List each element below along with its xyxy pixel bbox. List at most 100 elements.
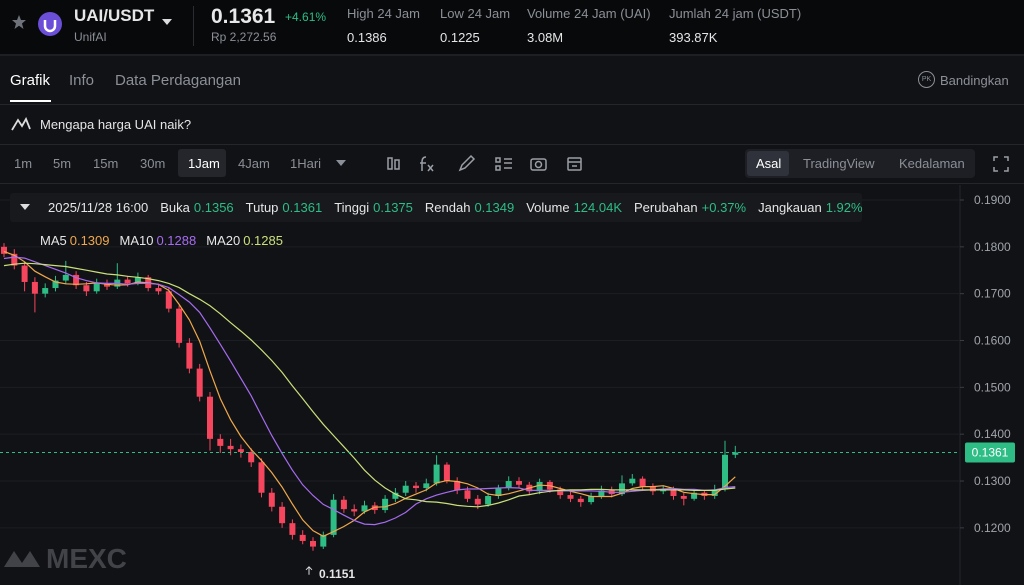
info-label: Rendah: [424, 200, 471, 215]
banner[interactable]: Mengapa harga UAI naik?: [0, 104, 1024, 145]
candle-body: [21, 265, 28, 282]
legend-value: 0.1288: [156, 233, 197, 248]
candle-body: [155, 288, 162, 292]
info-value: 1.92%: [825, 200, 863, 215]
candle-body: [258, 462, 265, 493]
coin-logo: [38, 12, 62, 36]
candle-body: [413, 485, 419, 489]
info-label: Tutup: [245, 200, 279, 215]
candle-body: [402, 485, 409, 493]
candle-body: [598, 490, 605, 497]
candle-body: [124, 279, 131, 284]
candle-body: [52, 280, 59, 289]
candle-body: [485, 496, 492, 505]
ma-line: [3, 262, 736, 508]
interval-active-bg: [178, 149, 226, 177]
interval[interactable]: 30m: [140, 156, 166, 171]
fullscreen[interactable]: [993, 156, 1009, 172]
interval[interactable]: 1Hari: [290, 156, 322, 171]
view[interactable]: Asal: [756, 156, 782, 171]
legend-value: 0.1309: [69, 233, 110, 248]
info-fields: 2025/11/28 16:00 Buka 0.1356 Tutup 0.1361 Tin…: [40, 200, 863, 215]
view-active-bg: [747, 151, 789, 176]
watermark: MEXC: [4, 543, 127, 574]
y-tick-label: 0.1400: [974, 427, 1011, 441]
y-tick-label: 0.1500: [974, 380, 1011, 394]
legend-name: MA5: [40, 233, 67, 248]
coin-name: UnifAI: [74, 30, 107, 44]
stat-value: 0.1225: [440, 30, 480, 45]
candle-body: [454, 481, 461, 491]
candle-body: [588, 496, 595, 503]
candle-body: [619, 483, 625, 495]
info-bar: 2025/11/28 16:00 Buka 0.1356 Tutup 0.1361 Tin…: [10, 193, 863, 222]
legend-name: MA20: [206, 233, 241, 248]
info-value: 0.1375: [373, 200, 413, 215]
view[interactable]: Kedalaman: [899, 156, 965, 171]
stat-label: Low 24 Jam: [440, 6, 511, 21]
candle-body: [392, 492, 399, 499]
candle-body: [670, 489, 677, 497]
candle-body: [227, 445, 234, 450]
interval[interactable]: 1Jam: [188, 156, 220, 171]
candle-body: [382, 498, 389, 511]
candle-body: [248, 451, 255, 463]
tab-underline: [10, 100, 51, 102]
stat-label: Jumlah 24 jam (USDT): [669, 6, 802, 21]
interval[interactable]: 15m: [93, 156, 119, 171]
legend-item: MA10 0.1288: [120, 233, 197, 248]
tabs: Grafik Info Data Perdagangan PK Bandingk…: [0, 56, 1024, 105]
interval[interactable]: 1m: [14, 156, 33, 171]
candle-body: [186, 342, 193, 369]
banner-text[interactable]: Mengapa harga UAI naik?: [40, 117, 192, 132]
tab[interactable]: Data Perdagangan: [115, 72, 241, 89]
ma-line: [3, 250, 736, 537]
y-tick-label: 0.1700: [974, 287, 1011, 301]
tool-icons[interactable]: [380, 153, 590, 175]
candle-body: [629, 478, 636, 484]
candle-body: [423, 483, 430, 489]
legend-item: MA20 0.1285: [206, 233, 283, 248]
divider: [193, 6, 194, 46]
interval[interactable]: 5m: [53, 156, 72, 171]
fiat-price: Rp 2,272.56: [211, 30, 277, 44]
candle-body: [11, 253, 18, 266]
y-tick-label: 0.1300: [974, 474, 1011, 488]
candle-body: [1, 246, 7, 254]
candle-body: [536, 481, 543, 492]
pair[interactable]: UAI/USDT: [74, 6, 155, 25]
candle-body: [577, 498, 584, 503]
view[interactable]: TradingView: [803, 156, 875, 171]
candle-body: [289, 523, 296, 535]
price-change: +4.61%: [285, 10, 327, 24]
low-arrow: [305, 566, 313, 575]
info-label: Tinggi: [334, 200, 370, 215]
interval[interactable]: 4Jam: [238, 156, 270, 171]
pair-dropdown[interactable]: [162, 18, 172, 26]
candle-body: [649, 486, 656, 492]
candle-body: [691, 492, 698, 499]
candle-body: [31, 281, 38, 294]
last-price: 0.1361: [211, 5, 276, 28]
price-tag: [965, 442, 1015, 463]
compare[interactable]: Bandingkan: [940, 73, 1009, 88]
info-label: Perubahan: [634, 200, 698, 215]
y-tick-label: 0.1600: [974, 334, 1011, 348]
candle-body: [464, 490, 471, 499]
ma-line: [3, 256, 736, 526]
tab[interactable]: Grafik: [10, 72, 51, 89]
info-value: 0.1349: [474, 200, 515, 215]
compare-badge[interactable]: PK: [918, 71, 935, 88]
candle-body: [176, 308, 183, 343]
more-intervals[interactable]: [336, 159, 346, 167]
candle-body: [557, 489, 564, 496]
stat-value: 3.08M: [527, 30, 564, 45]
chart: MEXC 0.1200 0.1300 0.1400 0.1500 0.1600 0.170…: [0, 185, 1015, 585]
info-value: 0.1361: [282, 200, 323, 215]
tab[interactable]: Info: [69, 72, 95, 89]
info-label: Jangkauan: [758, 200, 822, 215]
candle-body: [207, 396, 213, 439]
favorite-star[interactable]: [11, 14, 27, 30]
collapse[interactable]: [20, 203, 30, 211]
